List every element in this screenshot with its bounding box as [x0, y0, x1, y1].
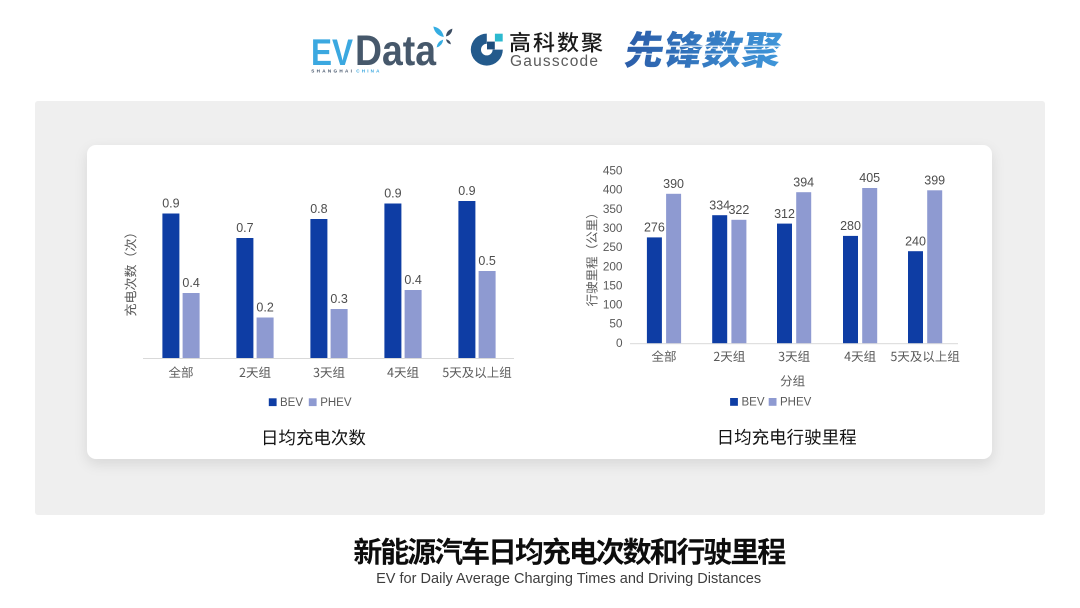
svg-text:EV for Daily Average Charging: EV for Daily Average Charging Times and …	[376, 571, 761, 587]
svg-text:280: 280	[840, 219, 861, 233]
svg-text:BEV: BEV	[280, 397, 303, 409]
svg-text:0.5: 0.5	[478, 254, 495, 268]
svg-text:Gausscode: Gausscode	[510, 53, 598, 70]
svg-text:300: 300	[603, 221, 623, 235]
svg-text:BEV: BEV	[742, 397, 765, 409]
svg-text:0.2: 0.2	[256, 301, 273, 315]
svg-text:0.4: 0.4	[404, 273, 421, 287]
svg-text:PHEV: PHEV	[780, 397, 812, 409]
svg-text:0.8: 0.8	[310, 202, 327, 216]
svg-text:0.9: 0.9	[384, 187, 401, 201]
svg-text:250: 250	[603, 240, 623, 254]
svg-text:334: 334	[709, 198, 730, 212]
svg-text:100: 100	[603, 298, 623, 312]
svg-text:399: 399	[924, 174, 945, 188]
svg-text:PHEV: PHEV	[320, 397, 352, 409]
svg-text:0: 0	[616, 336, 623, 350]
svg-text:450: 450	[603, 164, 623, 178]
svg-text:0.9: 0.9	[162, 197, 179, 211]
svg-text:405: 405	[859, 171, 880, 185]
svg-text:0.7: 0.7	[236, 221, 253, 235]
svg-text:50: 50	[609, 317, 623, 331]
svg-text:150: 150	[603, 278, 623, 292]
svg-text:322: 322	[728, 203, 749, 217]
svg-text:0.9: 0.9	[458, 184, 475, 198]
svg-text:200: 200	[603, 259, 623, 273]
svg-text:390: 390	[663, 177, 684, 191]
svg-text:350: 350	[603, 202, 623, 216]
svg-text:0.3: 0.3	[330, 292, 347, 306]
svg-text:240: 240	[905, 234, 926, 248]
svg-text:394: 394	[793, 175, 814, 189]
svg-text:Data: Data	[355, 27, 437, 75]
svg-text:CHINA: CHINA	[356, 69, 381, 74]
svg-text:SHANGHAI: SHANGHAI	[311, 69, 354, 74]
svg-text:400: 400	[603, 183, 623, 197]
svg-text:312: 312	[774, 207, 795, 221]
svg-text:EV: EV	[311, 32, 353, 73]
svg-text:276: 276	[644, 221, 665, 235]
svg-text:0.4: 0.4	[182, 276, 199, 290]
